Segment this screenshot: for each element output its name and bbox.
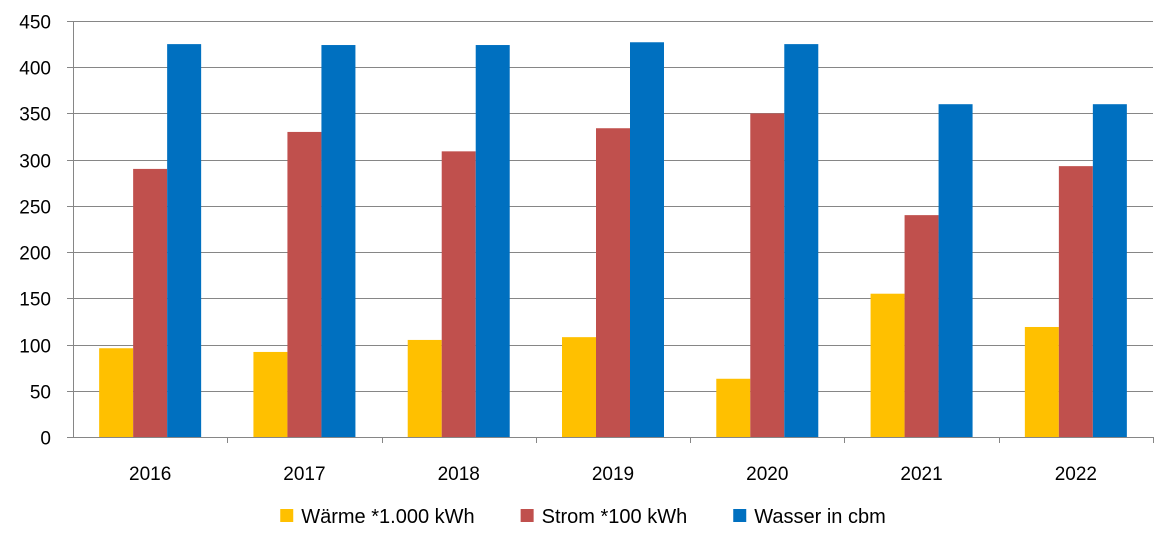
bar-2021-series-1 [870, 293, 905, 437]
y-tick-label: 50 [30, 383, 51, 404]
bar-2022-series-3 [1092, 104, 1127, 437]
y-tick-label: 350 [19, 105, 51, 126]
x-tick-label: 2019 [592, 464, 634, 485]
x-tick-label: 2018 [438, 464, 480, 485]
bar-2022-series-2 [1058, 166, 1093, 438]
bar-2016-series-3 [167, 44, 202, 437]
y-tick-label: 200 [19, 244, 51, 265]
axes [67, 21, 1154, 443]
x-tick-labels: 2016 2017 2018 2019 2020 2021 2022 [129, 464, 1097, 485]
bar-2021-series-2 [904, 215, 939, 437]
legend-swatch-series-1 [280, 509, 294, 522]
bars [99, 42, 1127, 438]
bar-2022-series-1 [1024, 326, 1059, 437]
bar-2019-series-3 [630, 42, 664, 438]
bar-2020-series-1 [716, 378, 751, 437]
legend-swatch-series-2 [520, 509, 534, 522]
bar-2018-series-2 [441, 151, 476, 437]
bar-2016-series-2 [133, 168, 168, 437]
y-tick-label: 450 [19, 13, 51, 34]
bar-2016-series-1 [99, 348, 134, 437]
y-tick-labels: 0 50 100 150 200 250 300 350 400 450 [19, 13, 51, 450]
bar-2020-series-2 [750, 113, 785, 437]
y-tick-label: 0 [40, 429, 51, 450]
bar-2018-series-3 [475, 45, 510, 438]
legend-label-series-2: Strom *100 kWh [542, 506, 688, 528]
legend-label-series-3: Wasser in cbm [754, 506, 886, 528]
legend-swatch-series-3 [733, 509, 747, 522]
bar-2018-series-1 [407, 339, 442, 437]
y-tick-label: 150 [19, 290, 51, 311]
x-tick-label: 2022 [1055, 464, 1097, 485]
y-tick-label: 400 [19, 59, 51, 80]
x-tick-label: 2017 [283, 464, 325, 485]
bar-2021-series-3 [938, 104, 973, 437]
legend-label-series-1: Wärme *1.000 kWh [301, 506, 474, 528]
x-tick-label: 2016 [129, 464, 171, 485]
bar-2017-series-1 [253, 351, 288, 437]
y-tick-label: 100 [19, 337, 51, 358]
y-tick-label: 250 [19, 198, 51, 219]
bar-2019-series-2 [596, 128, 630, 438]
legend: Wärme *1.000 kWh Strom *100 kWh Wasser in … [280, 506, 886, 528]
x-tick-label: 2021 [900, 464, 942, 485]
bar-2017-series-2 [287, 131, 322, 437]
x-tick-label: 2020 [746, 464, 788, 485]
bar-2020-series-3 [784, 44, 819, 437]
bar-2019-series-1 [562, 337, 596, 437]
bar-2017-series-3 [321, 45, 356, 438]
y-tick-label: 300 [19, 152, 51, 173]
